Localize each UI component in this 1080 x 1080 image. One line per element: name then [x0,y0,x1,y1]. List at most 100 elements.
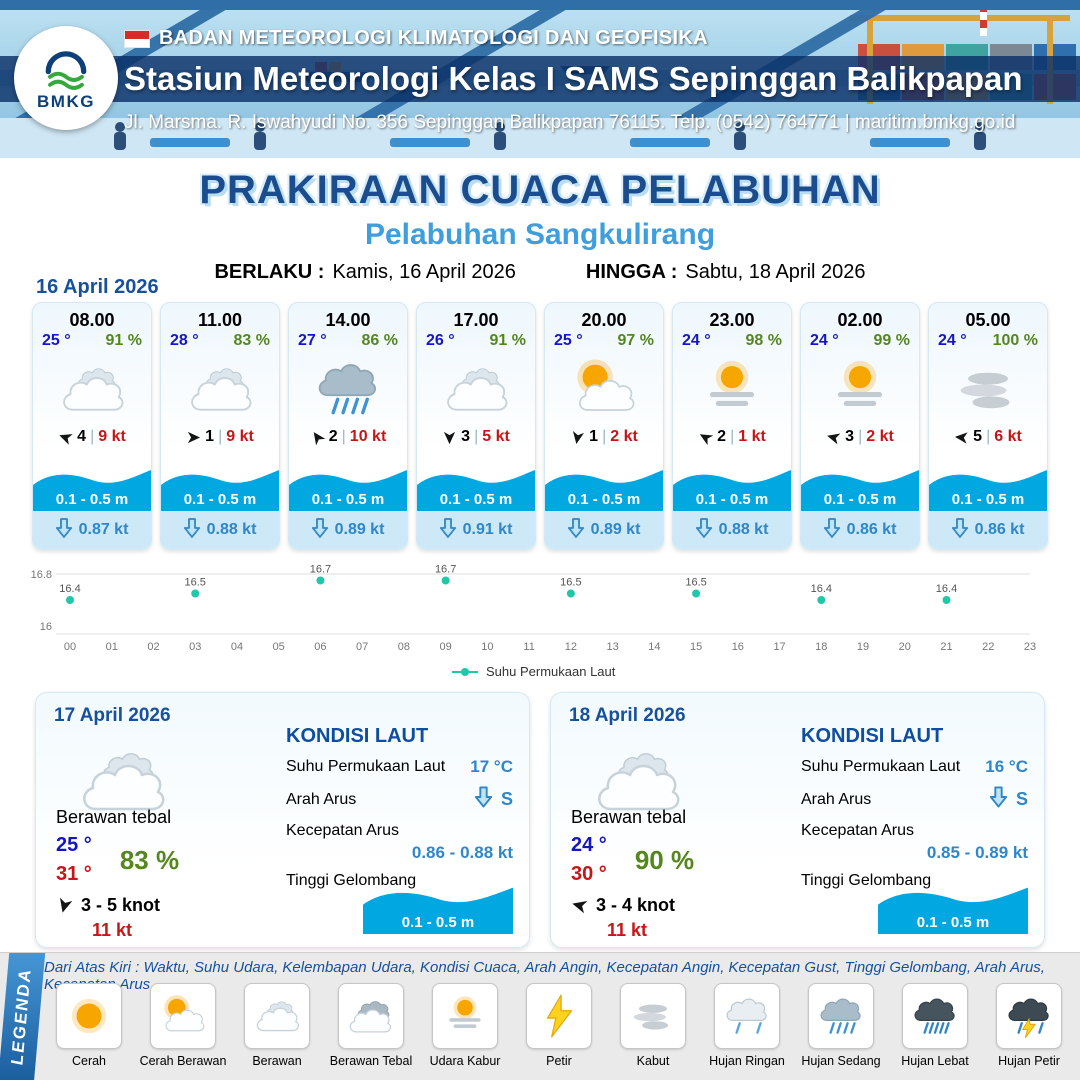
legend-icon-box [56,983,122,1049]
current-direction-icon [55,517,72,543]
sst-chart: 16.8 16 00 01 02 03 04 05 06 07 08 09 10 11 12 13 14 15 16… [0,552,1080,688]
legend-icon-box [808,983,874,1049]
wave-shape [929,470,1047,511]
wind-direction-icon [954,430,969,445]
air-temperature: 28 ° [170,332,199,349]
current-direction-icon [951,517,968,543]
svg-text:10: 10 [481,641,493,653]
wave-row: Tinggi Gelombang [801,872,1028,890]
legend-icon-box [432,983,498,1049]
legend-item: Hujan Petir [982,983,1076,1079]
air-temperature: 25 ° [554,332,583,349]
daily-wind-range: 3 - 5 knot [81,895,161,915]
sst-row: Suhu Permukaan Laut 16 °C [801,757,1028,777]
sst-row: Suhu Permukaan Laut 17 °C [286,757,513,777]
legend-icon-box [526,983,592,1049]
current-dir-icon [474,786,493,813]
daily-humidity: 83 % [119,844,180,875]
valid-from-value: Kamis, 16 April 2026 [332,261,516,283]
current-dir-label: Arah Arus [286,790,357,808]
wind-direction-icon [310,430,326,445]
wave-height: 0.1 - 0.5 m [823,491,897,508]
gust-speed: 1 kt [738,428,766,445]
daily-wind-icon [56,897,73,914]
svg-text:06: 06 [314,641,326,653]
humidity: 98 % [745,332,782,349]
daily-left-column: Berawan tebal 25 ° 31 ° 83 % 3 - 5 knot … [56,731,271,941]
temp-humidity-row: 24 ° 100 % [929,331,1047,350]
wind-speed: 5 [973,428,983,445]
svg-text:09: 09 [440,641,452,653]
wave-height: 0.1 - 0.5 m [439,491,513,508]
forecast-time: 02.00 [837,310,883,330]
current-speed: 0.86 kt [846,521,897,538]
wave-band: 0.1 - 0.5 m [289,465,407,511]
wind-row: 2 | 1 kt [698,428,766,446]
sst-label: Suhu Permukaan Laut [286,758,446,775]
legend-item-label: Cerah Berawan [139,1054,227,1068]
current-row: 0.88 kt [161,511,279,549]
legend-item-label: Berawan [252,1054,302,1068]
legend-item: Berawan [230,983,324,1079]
humidity: 97 % [617,332,654,349]
wave-box-wrap: 0.1 - 0.5 m [801,882,1028,934]
current-direction-icon [183,517,200,543]
weather-icon [311,351,385,427]
svg-text:14: 14 [648,641,660,653]
weather-icon [695,351,769,427]
current-speed: 0.87 kt [78,521,129,538]
air-temperature: 25 ° [42,332,71,349]
air-temperature: 24 ° [682,332,711,349]
legend-item-label: Berawan Tebal [329,1054,413,1068]
wind-row: 4 | 9 kt [58,428,126,446]
current-row: 0.89 kt [545,511,663,549]
daily-date: 18 April 2026 [569,705,686,726]
wind-row: 1 | 9 kt [186,428,254,446]
svg-text:02: 02 [147,641,159,653]
wave-label: Tinggi Gelombang [286,872,417,889]
temp-humidity-row: 24 ° 98 % [673,331,791,350]
forecast-time: 20.00 [581,310,627,330]
legend-item: Hujan Lebat [888,983,982,1079]
valid-from-label: BERLAKU : [214,261,325,283]
forecast-card: 17.00 26 ° 91 % 3 | 5 kt 0.1 - 0.5 m 0.9… [416,302,536,550]
svg-text:03: 03 [189,641,201,653]
wave-height: 0.1 - 0.5 m [55,491,129,508]
temp-humidity-row: 28 ° 83 % [161,331,279,350]
valid-from: BERLAKU : Kamis, 16 April 2026 [214,261,515,284]
wave-label: Tinggi Gelombang [801,872,932,889]
legend-item-label: Cerah [71,1054,107,1068]
humidity: 86 % [361,332,398,349]
humidity: 83 % [233,332,270,349]
legend-item-label: Kabut [636,1054,670,1068]
temp-max: 30 ° [571,863,607,885]
svg-text:16.4: 16.4 [59,583,80,595]
header: BMKG BADAN METEOROLOGI KLIMATOLOGI DAN G… [0,0,1080,158]
wind-direction-icon [58,430,73,445]
wave-height: 0.1 - 0.5 m [183,491,257,508]
wind-row: 3 | 5 kt [442,428,510,446]
wave-height: 0.1 - 0.5 m [567,491,641,508]
bmkg-emblem-icon [45,50,87,90]
sst-chart-svg: 16.8 16 00 01 02 03 04 05 06 07 08 09 10 11 12 13 14 15 16… [31,564,1037,680]
temp-humidity-row: 25 ° 97 % [545,331,663,350]
gust-speed: 2 kt [610,428,638,445]
daily-condition: Berawan tebal [56,807,172,827]
svg-text:12: 12 [565,641,577,653]
daily-wave-shape [363,887,513,934]
wave-band: 0.1 - 0.5 m [33,465,151,511]
daily-wind-range: 3 - 4 knot [596,895,676,915]
forecast-card: 02.00 24 ° 99 % 3 | 2 kt 0.1 - 0.5 m 0.8… [800,302,920,550]
current-dir-group: S [989,786,1028,813]
legend-ribbon-label: LEGENDA [7,968,35,1066]
forecast-card: 11.00 28 ° 83 % 1 | 9 kt 0.1 - 0.5 m 0.8… [160,302,280,550]
legend-item-label: Petir [546,1054,572,1068]
legend-icon-box [996,983,1062,1049]
daily-temps: 24 ° 30 ° [571,831,607,889]
current-row: 0.91 kt [417,511,535,549]
current-dir-value: S [1015,789,1028,809]
wave-band: 0.1 - 0.5 m [929,465,1047,511]
weather-icon [183,351,257,427]
daily-wave-height: 0.1 - 0.5 m [401,914,475,931]
